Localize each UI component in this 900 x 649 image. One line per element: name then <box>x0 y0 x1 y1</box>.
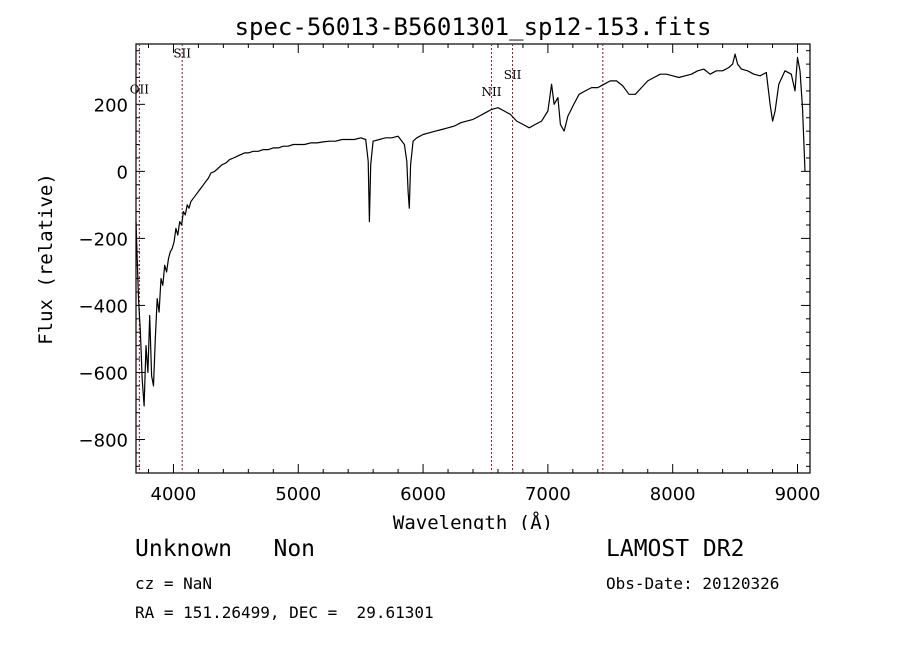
redshift-label: cz = NaN <box>135 574 213 593</box>
line-marker-label: SII <box>173 46 191 60</box>
y-tick-label: −800 <box>79 430 128 451</box>
axis-ticks <box>136 44 810 473</box>
object-class-label: Unknown <box>135 536 232 562</box>
x-tick-label: 4000 <box>151 484 197 505</box>
x-tick-label: 6000 <box>400 484 446 505</box>
x-tick-label: 5000 <box>275 484 321 505</box>
y-axis-label: Flux (relative) <box>35 173 57 345</box>
obs-date-label: Obs-Date: 20120326 <box>606 574 780 593</box>
y-tick-label: −200 <box>79 229 128 250</box>
line-marker-label: OII <box>130 83 150 97</box>
x-tick-label: 8000 <box>650 484 696 505</box>
x-tick-label: 7000 <box>525 484 571 505</box>
axis-tick-labels: 4000 5000 6000 7000 8000 9000 −800 −600 −400 −200… <box>79 95 821 505</box>
x-axis-label: Wavelength (Å) <box>393 511 553 530</box>
plot-frame <box>135 43 811 474</box>
object-class: Unknown Non <box>135 536 315 562</box>
line-marker-label: SII <box>504 68 522 82</box>
x-tick-label: 9000 <box>775 484 821 505</box>
survey-name: LAMOST DR2 <box>606 536 745 562</box>
y-tick-label: −600 <box>79 363 128 384</box>
y-tick-label: 0 <box>117 162 128 183</box>
chart-title: spec-56013-B5601301_sp12-153.fits <box>235 13 712 41</box>
y-tick-label: 200 <box>94 95 128 116</box>
spectrum-line <box>135 53 806 407</box>
y-tick-label: −400 <box>79 296 128 317</box>
object-subclass-label: Non <box>273 536 316 562</box>
coordinates-label: RA = 151.26499, DEC = 29.61301 <box>135 603 434 622</box>
line-marker-label: NII <box>481 85 501 99</box>
spectrum-chart: spec-56013-B5601301_sp12-153.fits 4000 50… <box>35 13 821 530</box>
